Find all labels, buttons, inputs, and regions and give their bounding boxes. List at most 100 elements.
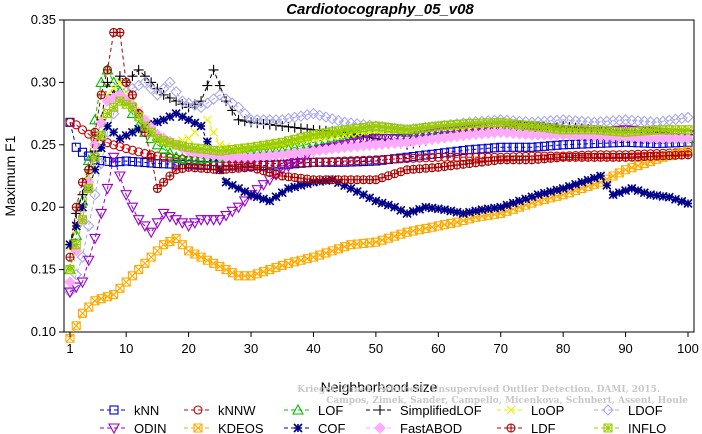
data-point: [138, 221, 151, 233]
data-point: [627, 163, 637, 173]
data-point: [84, 165, 94, 175]
data-point: [458, 208, 468, 219]
data-point: [290, 134, 300, 144]
data-point: [670, 194, 681, 204]
data-point: [277, 260, 287, 270]
data-point: [188, 218, 201, 229]
data-point: [77, 125, 88, 135]
data-point: [346, 156, 356, 166]
data-point: [352, 155, 362, 166]
data-point: [152, 134, 162, 144]
data-point: [527, 192, 537, 202]
data-point: [371, 196, 381, 206]
data-point: [613, 114, 626, 127]
data-point: [346, 183, 356, 194]
data-point: [277, 121, 288, 132]
legend-item-inflo: INFLO: [594, 421, 666, 434]
data-point: [258, 267, 269, 277]
data-point: [152, 117, 162, 127]
data-point: [308, 252, 319, 262]
data-point: [196, 121, 206, 131]
data-point: [133, 64, 144, 75]
data-point: [208, 64, 219, 75]
data-point: [121, 143, 131, 154]
series-line-kdeos: [69, 150, 689, 339]
data-point: [288, 111, 301, 124]
data-layer: [64, 27, 694, 343]
data-point: [539, 188, 549, 198]
data-point: [533, 190, 543, 200]
data-point: [383, 233, 393, 243]
data-point: [652, 190, 662, 201]
data-point: [669, 113, 682, 126]
data-point: [452, 146, 462, 156]
data-point: [539, 123, 549, 133]
data-point: [546, 187, 556, 197]
data-point: [658, 191, 668, 201]
data-point: [315, 129, 325, 139]
legend-label: LoOP: [531, 403, 564, 418]
data-point: [115, 157, 125, 167]
legend-label: kNNW: [218, 403, 256, 418]
data-point: [71, 120, 81, 130]
data-point: [257, 180, 270, 191]
data-point: [320, 111, 332, 123]
data-point: [277, 137, 287, 147]
data-point: [315, 157, 325, 167]
data-point: [396, 205, 406, 215]
data-point: [65, 265, 75, 275]
data-point: [240, 187, 250, 197]
data-point: [496, 202, 506, 212]
data-point: [195, 152, 208, 164]
data-point: [127, 71, 138, 82]
legend-label: SimplifiedLOF: [400, 403, 482, 418]
data-point: [96, 143, 106, 153]
data-point: [365, 193, 375, 203]
data-point: [446, 147, 456, 157]
data-point: [265, 196, 275, 206]
data-point: [277, 188, 287, 198]
data-point: [232, 101, 245, 114]
data-point: [521, 142, 531, 152]
legend-item-odin: ODIN: [100, 421, 167, 434]
data-point: [233, 144, 244, 154]
data-point: [283, 183, 294, 194]
x-tick-label: 90: [618, 341, 632, 356]
data-point: [527, 142, 537, 152]
data-point: [633, 161, 643, 171]
legend-item-cof: COF: [284, 421, 346, 434]
data-point: [408, 206, 418, 216]
data-point: [101, 183, 114, 195]
data-point: [239, 116, 250, 127]
data-point: [546, 123, 556, 133]
data-point: [271, 262, 281, 273]
data-point: [64, 276, 76, 288]
data-point: [352, 123, 362, 133]
data-point: [220, 210, 232, 222]
data-point: [209, 127, 218, 137]
data-point: [390, 123, 400, 133]
data-point: [65, 117, 75, 127]
legend-marker: [108, 423, 120, 434]
data-point: [308, 157, 319, 167]
x-axis: 1 10 20 30 40 50 60 70 80 90 100: [66, 332, 699, 356]
data-point: [390, 154, 400, 164]
data-point: [139, 76, 151, 89]
data-point: [396, 124, 406, 134]
data-point: [394, 134, 407, 145]
legend-label: COF: [318, 421, 346, 434]
data-point: [65, 252, 75, 262]
data-point: [90, 152, 100, 162]
data-point: [171, 109, 181, 119]
data-point: [109, 102, 119, 112]
y-tick-label: 0.20: [31, 199, 56, 214]
data-point: [358, 190, 368, 200]
data-point: [202, 80, 213, 91]
data-point: [71, 321, 81, 331]
data-point: [340, 181, 350, 191]
data-point: [107, 107, 120, 120]
data-point: [121, 99, 131, 109]
data-point: [151, 218, 164, 229]
data-point: [327, 246, 337, 256]
data-point: [301, 109, 313, 121]
